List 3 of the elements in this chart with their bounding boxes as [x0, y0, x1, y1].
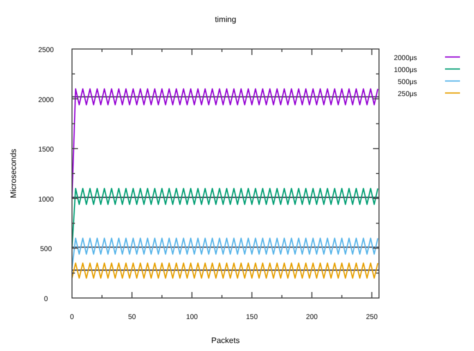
y-axis-title: Microseconds [9, 148, 18, 198]
chart-title: timing [214, 15, 236, 24]
x-axis-title: Packets [211, 336, 240, 345]
